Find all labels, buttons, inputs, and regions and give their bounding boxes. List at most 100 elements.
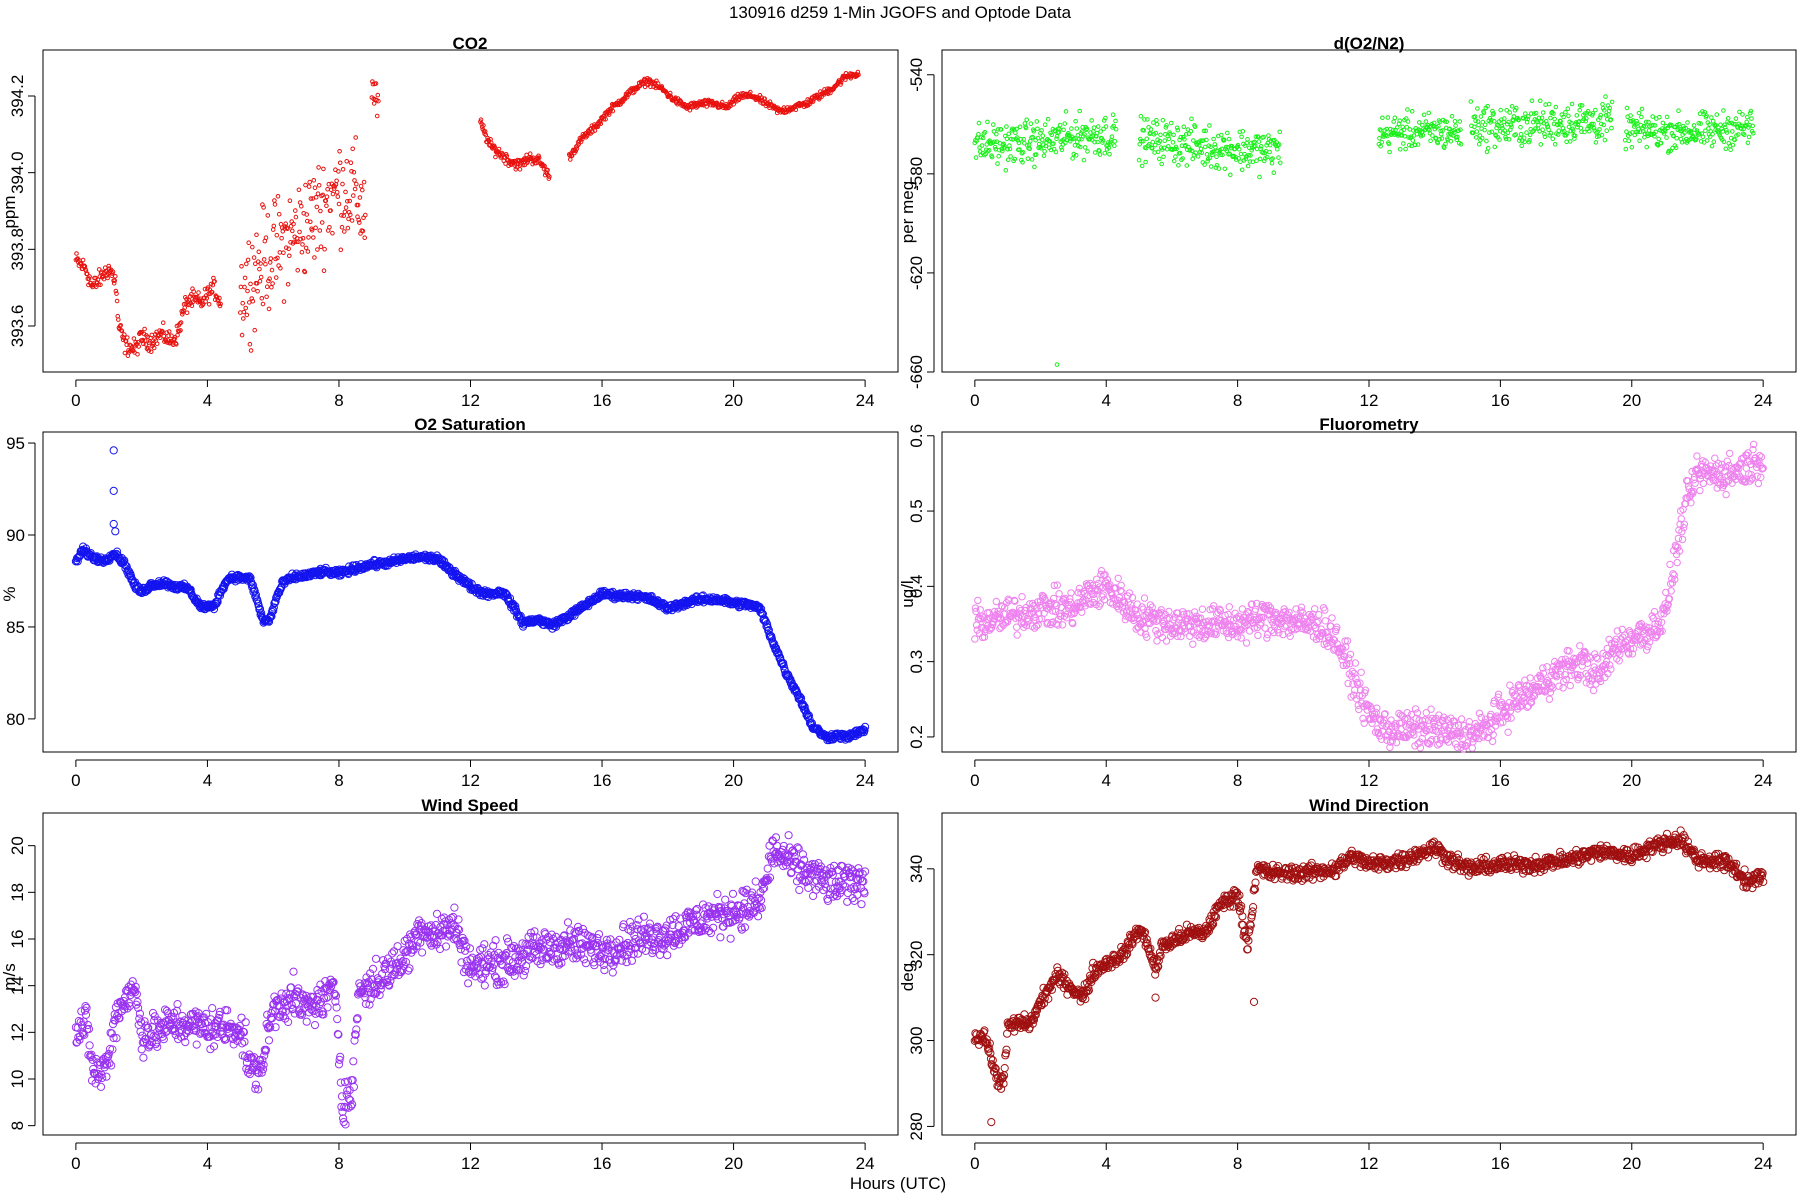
data-point bbox=[971, 635, 979, 643]
data-point bbox=[165, 340, 170, 345]
data-point bbox=[1745, 140, 1751, 146]
data-point bbox=[1714, 112, 1720, 117]
data-point bbox=[1518, 124, 1523, 130]
data-point bbox=[218, 301, 223, 307]
data-point bbox=[114, 298, 120, 304]
data-point bbox=[96, 282, 101, 287]
data-point bbox=[1278, 160, 1283, 166]
data-point bbox=[637, 83, 643, 89]
x-tick-label: 0 bbox=[970, 771, 979, 790]
data-point bbox=[1521, 135, 1527, 141]
data-point bbox=[1578, 125, 1584, 131]
data-point bbox=[241, 316, 246, 321]
data-point bbox=[1211, 136, 1216, 142]
data-point bbox=[1691, 123, 1697, 128]
data-point bbox=[482, 131, 487, 136]
data-point bbox=[1546, 101, 1552, 107]
data-point bbox=[603, 117, 608, 122]
data-point bbox=[303, 182, 308, 188]
data-point bbox=[1193, 150, 1198, 155]
data-point bbox=[1498, 107, 1503, 113]
data-point bbox=[166, 333, 171, 339]
data-point bbox=[989, 154, 995, 160]
data-point bbox=[1401, 141, 1406, 146]
data-point bbox=[297, 200, 303, 205]
ylabel-o2sat: % bbox=[0, 586, 19, 601]
data-point bbox=[250, 244, 255, 250]
data-point bbox=[982, 129, 988, 135]
data-point bbox=[1238, 151, 1244, 157]
data-point bbox=[264, 294, 269, 300]
data-point bbox=[146, 348, 152, 353]
data-point bbox=[125, 335, 130, 340]
data-point bbox=[248, 281, 253, 287]
data-point bbox=[217, 303, 223, 309]
x-tick-label: 12 bbox=[1360, 771, 1379, 790]
data-point bbox=[260, 301, 266, 307]
data-point bbox=[342, 229, 347, 234]
data-point bbox=[357, 195, 363, 200]
x-tick-label: 0 bbox=[71, 1154, 80, 1173]
data-point bbox=[351, 193, 356, 198]
data-point bbox=[1228, 172, 1233, 178]
data-point bbox=[268, 256, 274, 261]
data-point bbox=[370, 81, 376, 87]
data-point bbox=[1058, 621, 1067, 629]
data-point bbox=[1005, 147, 1010, 152]
data-point bbox=[351, 169, 357, 175]
data-point bbox=[983, 151, 988, 157]
data-point bbox=[1045, 116, 1051, 122]
data-point bbox=[267, 276, 272, 282]
data-point bbox=[209, 290, 215, 295]
data-point bbox=[96, 1082, 106, 1092]
data-point bbox=[1271, 170, 1277, 175]
data-point bbox=[1150, 139, 1156, 145]
data-point bbox=[1014, 126, 1019, 132]
data-point bbox=[1565, 106, 1571, 111]
data-point bbox=[1205, 158, 1210, 164]
x-tick-label: 20 bbox=[1622, 771, 1641, 790]
data-point bbox=[321, 268, 327, 274]
data-point bbox=[1042, 149, 1047, 154]
data-point bbox=[331, 186, 337, 191]
data-point bbox=[1095, 124, 1101, 129]
data-point bbox=[1100, 138, 1106, 143]
data-point bbox=[1427, 705, 1435, 713]
data-point bbox=[1709, 143, 1715, 149]
data-point bbox=[1177, 150, 1183, 156]
data-point bbox=[992, 597, 1000, 606]
data-point bbox=[1733, 116, 1739, 121]
data-point bbox=[1017, 147, 1022, 152]
x-tick-label: 16 bbox=[593, 771, 612, 790]
data-point bbox=[1637, 138, 1642, 143]
data-point bbox=[1245, 163, 1251, 169]
data-point bbox=[1644, 144, 1649, 150]
data-point bbox=[1113, 126, 1119, 132]
data-point bbox=[371, 101, 377, 106]
data-point bbox=[169, 333, 174, 339]
data-point bbox=[546, 176, 552, 181]
data-point bbox=[244, 312, 250, 318]
data-point bbox=[1079, 129, 1085, 134]
data-point bbox=[1602, 137, 1608, 143]
data-point bbox=[1138, 136, 1143, 142]
x-tick-label: 4 bbox=[203, 391, 212, 410]
data-point bbox=[1650, 114, 1655, 119]
data-point bbox=[1059, 147, 1065, 153]
data-point bbox=[1452, 119, 1458, 124]
data-point bbox=[1204, 137, 1209, 143]
data-point bbox=[98, 282, 103, 288]
data-point bbox=[350, 146, 356, 152]
data-point bbox=[239, 332, 245, 338]
data-point bbox=[286, 246, 292, 251]
data-point bbox=[1018, 136, 1024, 142]
data-point bbox=[111, 280, 117, 286]
data-point bbox=[1181, 124, 1187, 130]
data-point bbox=[1029, 157, 1035, 162]
data-point bbox=[1170, 140, 1176, 145]
data-point bbox=[246, 240, 251, 245]
data-point bbox=[266, 306, 272, 312]
y-tick-label: 90 bbox=[6, 526, 25, 545]
data-point bbox=[1696, 486, 1704, 495]
data-point bbox=[175, 332, 180, 338]
